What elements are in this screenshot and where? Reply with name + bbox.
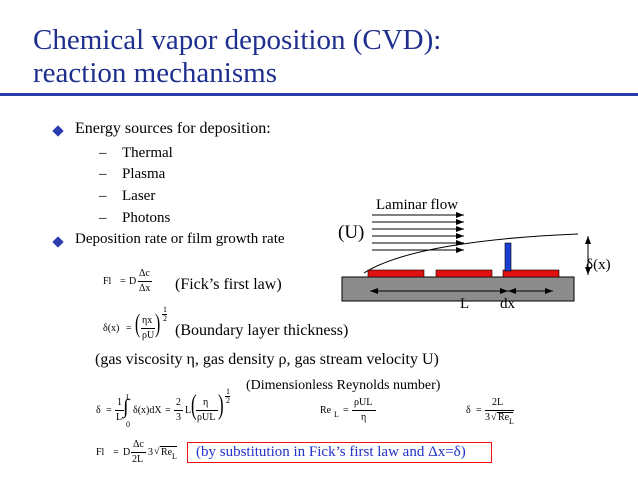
eq-avg-f2-bar (174, 410, 183, 411)
boundary-layer-curve (363, 233, 579, 274)
eq-dre-den-re: Re (498, 412, 510, 423)
dash-marker: – (99, 145, 107, 161)
bullet-diamond-icon (52, 236, 64, 248)
eq-avg-exp-num: 1 (226, 387, 230, 396)
eq-bl-lhs: δ(x) (103, 323, 120, 334)
bullet-deposition-rate: Deposition rate or film growth rate (75, 231, 285, 247)
eq-avg-f2-num: 2 (176, 397, 181, 408)
eq-bl-right-paren: ) (155, 309, 161, 338)
eq-avg-f3-num: η (203, 397, 209, 408)
bullet-diamond-icon (52, 125, 64, 137)
eq-bl-left-paren: ( (135, 309, 141, 338)
eq-final-re: Re (161, 447, 173, 458)
dash-marker: – (99, 188, 107, 204)
eq-avg-equals-2: = (165, 405, 171, 416)
eq-final-re-sub: L (172, 452, 177, 461)
laminar-flow-label: Laminar flow (376, 197, 458, 213)
eq-bl-exp-den: 2 (163, 314, 167, 323)
dx-label: dx (500, 296, 516, 310)
eq-fick-equals: = (120, 276, 126, 287)
eq-dre-lhs: δ (466, 405, 471, 416)
eq-fick-denominator: Δx (139, 283, 151, 294)
eq-avg-f2-den: 3 (176, 412, 181, 423)
eq-dre-sqrt-bar (497, 412, 513, 413)
sqrt-icon: √ (491, 412, 497, 423)
eq-fick-d: D (129, 276, 137, 287)
eq-avg-l: L (185, 405, 192, 416)
eq-re-numerator: ρUL (354, 397, 373, 408)
eq-avg-equals: = (106, 405, 112, 416)
sub-item-thermal: Thermal (122, 145, 173, 161)
eq-bl-exp-bar (162, 314, 167, 315)
title-line-2: reaction mechanisms (33, 57, 277, 89)
sqrt-icon: √ (154, 446, 160, 457)
eq-re-fraction-bar (352, 410, 376, 411)
eq-avg-f1-bar (115, 410, 124, 411)
integral-sign: ∫ (123, 396, 129, 418)
eq-re-denominator: η (361, 412, 367, 423)
eq-avg-exp-bar (225, 396, 230, 397)
eq-fick-lhs: Fl (103, 276, 112, 287)
note-box (187, 442, 492, 463)
eq-re-equals: = (343, 405, 349, 416)
eq-final-lhs: Fl (96, 447, 105, 458)
eq-avg-int-top: L (126, 393, 131, 402)
title-underline (0, 93, 638, 96)
eq-bl-numerator: ηx (142, 315, 153, 326)
delta-x-label: δ(x) (586, 257, 611, 273)
eq-avg-integrand: δ(x)dX (133, 405, 162, 416)
eq-dre-equals: = (476, 405, 482, 416)
probe-bar (504, 242, 512, 272)
eq-final-d: D (123, 447, 131, 458)
eq-final-equals: = (113, 447, 119, 458)
sub-item-laser: Laser (122, 188, 156, 204)
eq-re-lhs: Re (320, 405, 332, 416)
eq-avg-left-paren: ( (191, 390, 197, 421)
caption-boundary-layer: (Boundary layer thickness) (175, 322, 349, 339)
eq-fick-fraction-bar (138, 281, 152, 282)
bullet-energy-sources: Energy sources for deposition: (75, 120, 271, 137)
sub-item-photons: Photons (122, 210, 171, 226)
caption-reynolds: (Dimensionless Reynolds number) (246, 378, 441, 393)
film-segment (367, 269, 425, 278)
eq-avg-exp-den: 2 (226, 396, 230, 405)
eq-avg-f1-den: L (116, 412, 123, 423)
eq-final-sqrt-bar (160, 446, 177, 447)
eq-avg-lhs: δ (96, 405, 101, 416)
title-line-1: Chemical vapor deposition (CVD): (33, 24, 442, 56)
dash-marker: – (99, 210, 107, 226)
eq-final-denominator: 2L (132, 454, 144, 465)
eq-fick-numerator: Δc (139, 268, 150, 279)
eq-bl-equals: = (126, 323, 132, 334)
eq-avg-f3-den: ρUL (197, 412, 216, 423)
slide-title: Chemical vapor deposition (CVD): reactio… (33, 24, 623, 90)
eq-final-coef: 3 (148, 447, 153, 458)
film-segment (502, 269, 560, 278)
gas-properties-note: (gas viscosity η, gas density ρ, gas str… (95, 351, 439, 368)
film-segment (435, 269, 493, 278)
eq-dre-numerator: 2L (492, 397, 504, 408)
velocity-u-label: (U) (338, 222, 364, 243)
dash-marker: – (99, 166, 107, 182)
eq-re-lhs-sub: L (334, 410, 339, 419)
eq-dre-den-sub: L (509, 417, 514, 426)
eq-final-numerator: Δc (133, 439, 144, 450)
cvd-diagram: Laminar flow (U) δ(x) L dx (338, 197, 611, 310)
eq-avg-int-bot: 0 (126, 420, 130, 429)
eq-bl-exp-num: 1 (163, 305, 167, 314)
caption-ficks-law: (Fick’s first law) (175, 276, 282, 293)
eq-avg-right-paren: ) (218, 390, 224, 421)
sub-item-plasma: Plasma (122, 166, 166, 182)
eq-final-fraction-bar (131, 452, 146, 453)
eq-bl-fraction-bar (141, 328, 155, 329)
eq-dre-fraction-bar (485, 410, 514, 411)
eq-dre-den-coef: 3 (485, 412, 490, 423)
length-l-label: L (460, 296, 469, 310)
eq-avg-f3-bar (196, 410, 218, 411)
eq-avg-f1-num: 1 (117, 397, 122, 408)
substitution-note: (by substitution in Fick’s first law and… (196, 444, 466, 460)
eq-bl-denominator: ρU (142, 330, 155, 341)
substrate (341, 276, 575, 302)
